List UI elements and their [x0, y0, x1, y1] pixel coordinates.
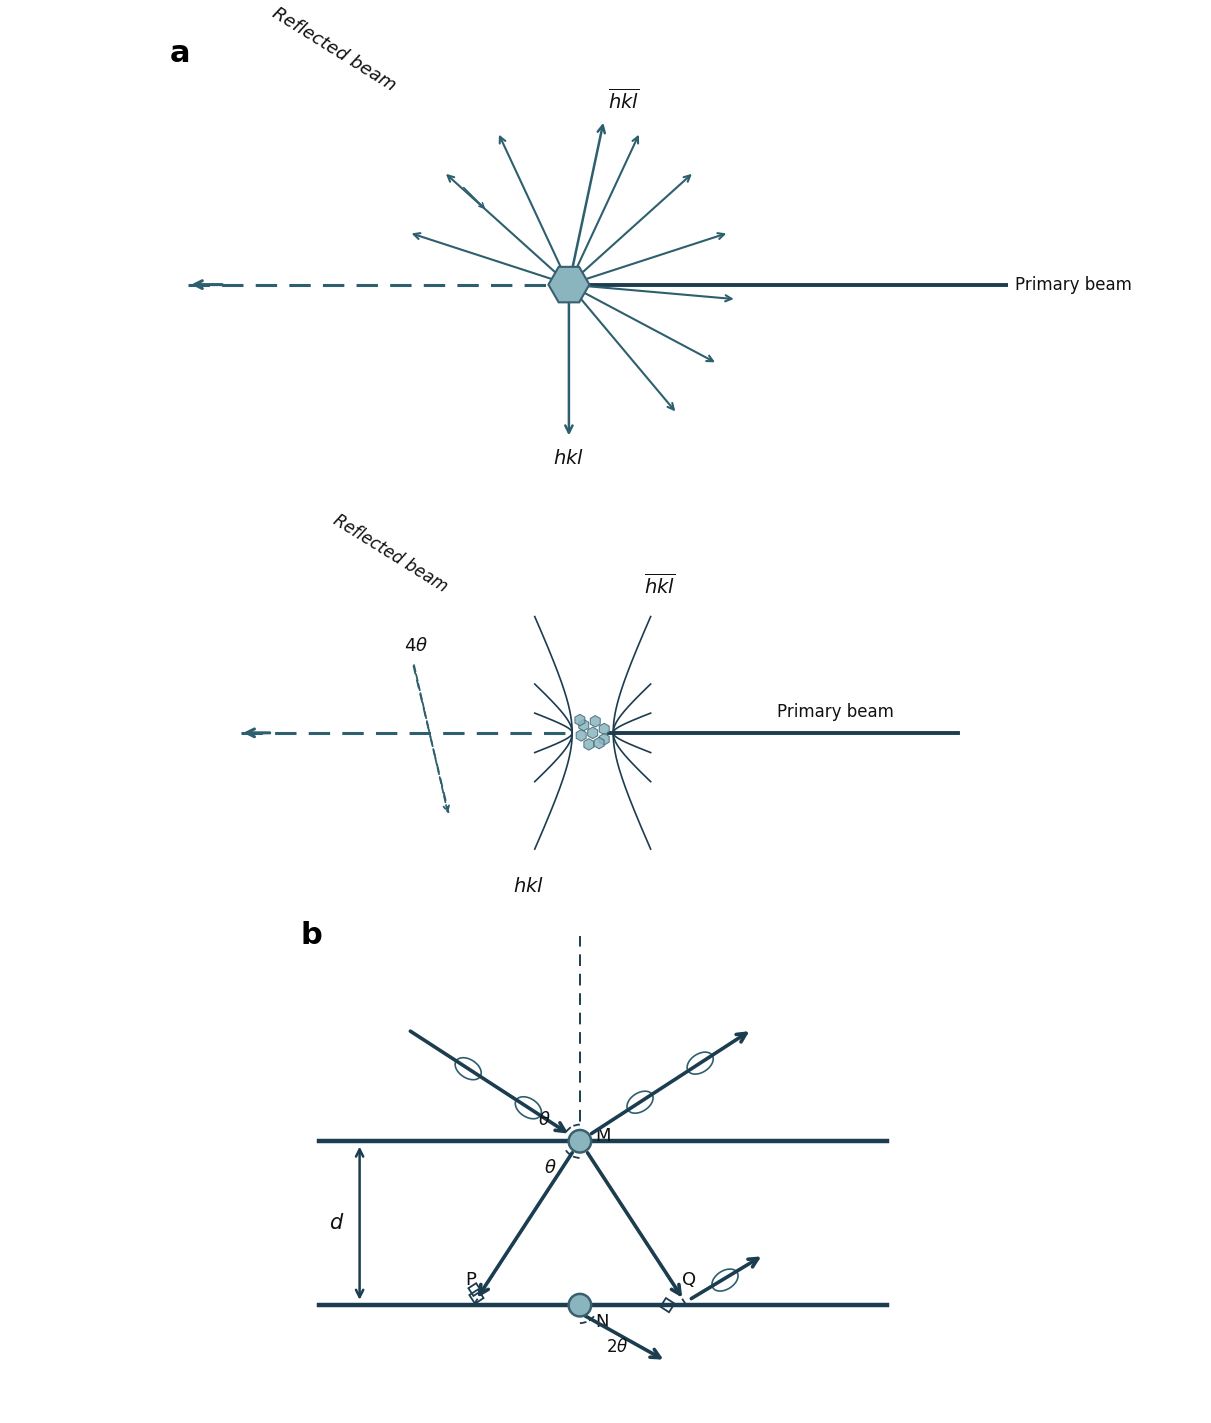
Polygon shape: [549, 268, 590, 302]
Text: $4\theta$: $4\theta$: [403, 638, 427, 656]
Circle shape: [569, 1294, 591, 1316]
Text: N: N: [596, 1313, 609, 1331]
Text: Reflected beam: Reflected beam: [331, 511, 452, 596]
Text: Reflected beam: Reflected beam: [269, 4, 400, 94]
Text: a: a: [170, 40, 190, 68]
Polygon shape: [579, 720, 589, 731]
Text: b: b: [300, 921, 322, 951]
Polygon shape: [599, 723, 609, 734]
Text: Q: Q: [682, 1271, 696, 1289]
Text: Primary beam: Primary beam: [776, 703, 894, 721]
Text: $hkl$: $hkl$: [553, 450, 585, 468]
Text: $hkl$: $hkl$: [513, 877, 544, 896]
Polygon shape: [587, 727, 598, 739]
Circle shape: [569, 1130, 591, 1153]
Text: $d$: $d$: [329, 1214, 344, 1234]
Text: $2\theta$: $2\theta$: [606, 1339, 629, 1356]
Polygon shape: [599, 733, 609, 746]
Text: $\theta$: $\theta$: [538, 1111, 550, 1128]
Polygon shape: [584, 739, 593, 750]
Polygon shape: [576, 730, 586, 741]
Text: $\theta$: $\theta$: [544, 1158, 557, 1177]
Text: $\overline{hkl}$: $\overline{hkl}$: [608, 88, 638, 112]
Polygon shape: [590, 716, 601, 727]
Text: M: M: [596, 1127, 610, 1146]
Text: P: P: [465, 1271, 476, 1289]
Polygon shape: [575, 714, 585, 726]
Text: Primary beam: Primary beam: [1015, 276, 1132, 293]
Text: $\overline{hkl}$: $\overline{hkl}$: [644, 573, 675, 598]
Polygon shape: [595, 737, 604, 748]
